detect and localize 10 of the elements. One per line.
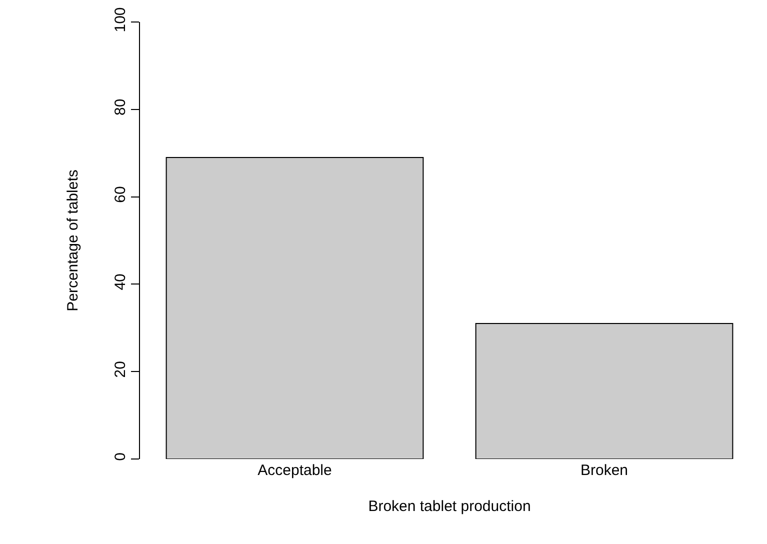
y-axis-title: Percentage of tablets bbox=[64, 170, 82, 312]
y-tick-label: 80 bbox=[112, 98, 129, 116]
y-tick-label: 40 bbox=[112, 274, 129, 290]
y-tick-label: 0 bbox=[112, 452, 129, 461]
x-tick-label: Acceptable bbox=[258, 462, 332, 479]
x-tick-label: Broken bbox=[580, 462, 628, 479]
x-axis-title: Broken tablet production bbox=[368, 498, 531, 515]
y-tick-label: 100 bbox=[112, 7, 129, 32]
y-tick-label: 20 bbox=[112, 361, 129, 378]
y-tick-label: 60 bbox=[112, 186, 129, 203]
